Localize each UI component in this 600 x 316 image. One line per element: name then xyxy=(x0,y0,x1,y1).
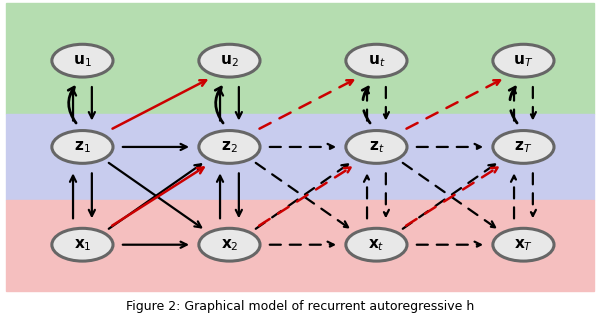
FancyArrowPatch shape xyxy=(511,176,517,218)
FancyArrowPatch shape xyxy=(364,89,370,121)
FancyArrowPatch shape xyxy=(270,144,334,150)
Text: Figure 2: Graphical model of recurrent autoregressive h: Figure 2: Graphical model of recurrent a… xyxy=(126,300,474,313)
Ellipse shape xyxy=(493,44,554,77)
Bar xyxy=(6,3,594,114)
Text: $\mathbf{x}_{t}$: $\mathbf{x}_{t}$ xyxy=(368,237,385,252)
FancyArrowPatch shape xyxy=(215,87,223,123)
Text: $\mathbf{u}_{2}$: $\mathbf{u}_{2}$ xyxy=(220,53,239,69)
FancyArrowPatch shape xyxy=(406,167,497,226)
FancyArrowPatch shape xyxy=(89,173,95,216)
FancyArrowPatch shape xyxy=(112,80,206,129)
FancyArrowPatch shape xyxy=(403,164,495,229)
Text: $\mathbf{x}_{T}$: $\mathbf{x}_{T}$ xyxy=(514,237,533,252)
FancyArrowPatch shape xyxy=(509,87,517,123)
Text: $\mathbf{u}_{1}$: $\mathbf{u}_{1}$ xyxy=(73,53,92,69)
FancyArrowPatch shape xyxy=(217,89,223,121)
Text: $\mathbf{x}_{1}$: $\mathbf{x}_{1}$ xyxy=(74,237,91,252)
FancyArrowPatch shape xyxy=(259,167,350,226)
FancyArrowPatch shape xyxy=(417,242,481,248)
Ellipse shape xyxy=(493,228,554,261)
Text: $\mathbf{u}_{T}$: $\mathbf{u}_{T}$ xyxy=(514,53,533,69)
Text: $\mathbf{z}_{1}$: $\mathbf{z}_{1}$ xyxy=(74,139,91,155)
Ellipse shape xyxy=(346,228,407,261)
Text: $\mathbf{x}_{2}$: $\mathbf{x}_{2}$ xyxy=(221,237,238,252)
Ellipse shape xyxy=(52,44,113,77)
Ellipse shape xyxy=(52,228,113,261)
FancyArrowPatch shape xyxy=(123,242,187,248)
Text: $\mathbf{z}_{T}$: $\mathbf{z}_{T}$ xyxy=(514,139,533,155)
FancyArrowPatch shape xyxy=(236,173,242,216)
FancyArrowPatch shape xyxy=(89,87,95,118)
FancyArrowPatch shape xyxy=(530,173,536,216)
Ellipse shape xyxy=(199,228,260,261)
FancyArrowPatch shape xyxy=(123,144,187,150)
FancyArrowPatch shape xyxy=(256,163,348,228)
FancyArrowPatch shape xyxy=(406,80,500,129)
Ellipse shape xyxy=(493,131,554,163)
FancyArrowPatch shape xyxy=(109,164,201,229)
FancyArrowPatch shape xyxy=(511,89,517,121)
FancyArrowPatch shape xyxy=(383,87,389,118)
FancyArrowPatch shape xyxy=(256,164,348,229)
FancyArrowPatch shape xyxy=(68,87,76,123)
Bar xyxy=(6,200,594,291)
Ellipse shape xyxy=(52,131,113,163)
FancyArrowPatch shape xyxy=(112,167,203,226)
FancyArrowPatch shape xyxy=(109,163,201,228)
FancyArrowPatch shape xyxy=(259,80,353,129)
FancyArrowPatch shape xyxy=(70,89,76,121)
FancyArrowPatch shape xyxy=(364,176,370,218)
FancyArrowPatch shape xyxy=(383,173,389,216)
Ellipse shape xyxy=(199,131,260,163)
Text: $\mathbf{z}_{2}$: $\mathbf{z}_{2}$ xyxy=(221,139,238,155)
Ellipse shape xyxy=(346,131,407,163)
FancyArrowPatch shape xyxy=(417,144,481,150)
Ellipse shape xyxy=(199,44,260,77)
FancyArrowPatch shape xyxy=(70,176,76,218)
FancyArrowPatch shape xyxy=(270,242,334,248)
FancyArrowPatch shape xyxy=(217,176,223,218)
Ellipse shape xyxy=(346,44,407,77)
FancyArrowPatch shape xyxy=(236,87,242,118)
Text: $\mathbf{z}_{t}$: $\mathbf{z}_{t}$ xyxy=(368,139,384,155)
FancyArrowPatch shape xyxy=(530,87,536,118)
FancyArrowPatch shape xyxy=(403,163,495,228)
Text: $\mathbf{u}_{t}$: $\mathbf{u}_{t}$ xyxy=(368,53,385,69)
Bar xyxy=(6,114,594,200)
FancyArrowPatch shape xyxy=(362,87,370,123)
